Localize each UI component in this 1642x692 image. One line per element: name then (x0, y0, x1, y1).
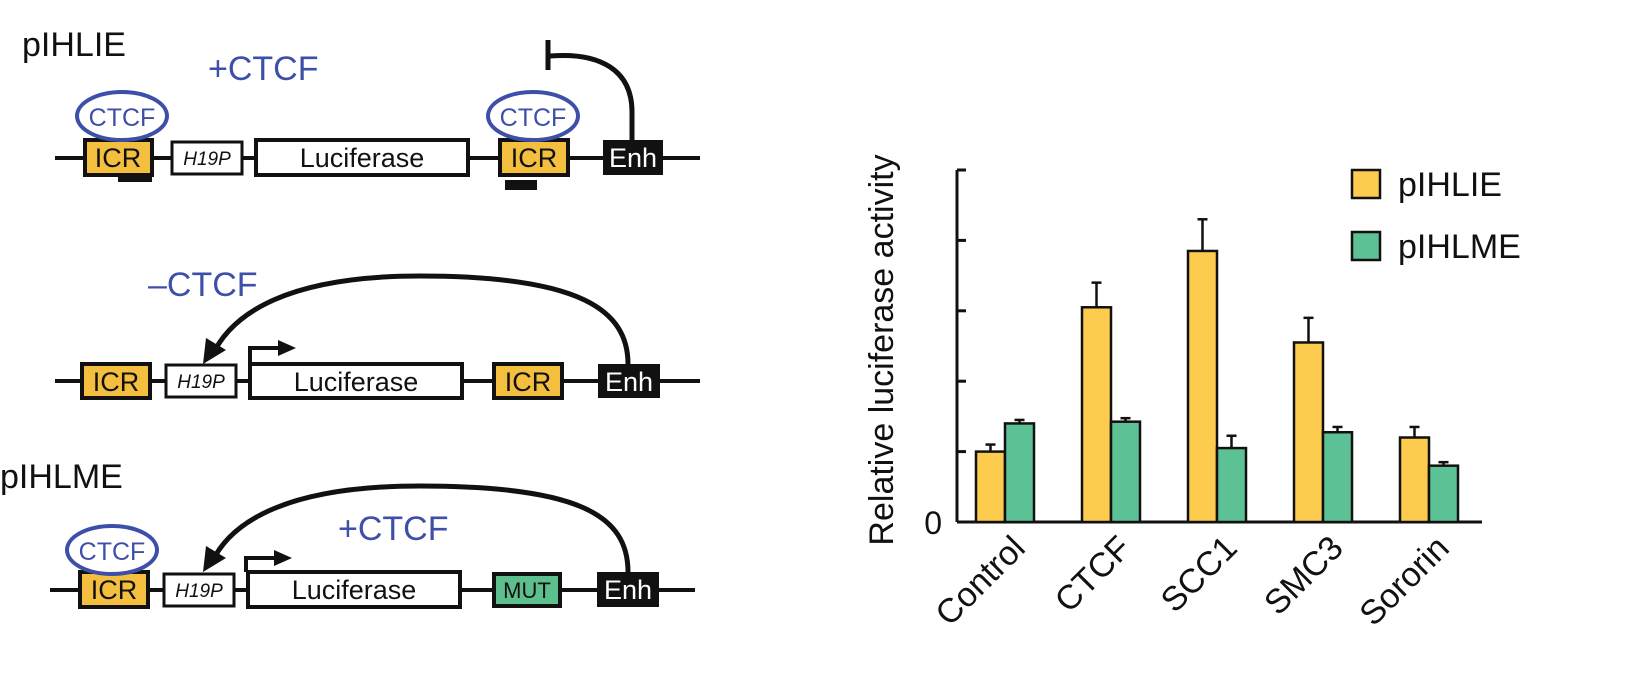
luciferase-label: Luciferase (294, 367, 419, 397)
legend-swatch-pihlie (1350, 168, 1382, 200)
bar-pihlie-sororin (1398, 436, 1431, 524)
tss-arrowhead (274, 550, 292, 566)
ctcf-state-label: +CTCF (208, 50, 319, 88)
x-tick-label-sororin: Sororin (1352, 529, 1456, 633)
icr-label: ICR (91, 575, 138, 605)
tss-arrow (244, 556, 276, 572)
ctcf-protein-label: CTCF (500, 104, 567, 132)
luciferase-box (246, 570, 462, 609)
ctcf-protein-label: CTCF (79, 538, 146, 566)
x-tick-label-smc3: SMC3 (1257, 529, 1351, 623)
bar-pihlie-ctcf (1080, 306, 1113, 524)
x-tick-label-ctcf: CTCF (1048, 529, 1139, 620)
bars (974, 218, 1460, 524)
enhancer-label: Enh (605, 367, 653, 397)
construct-name-pihlie: pIHLIE (22, 26, 126, 64)
bar-pihlme-control (1003, 422, 1036, 524)
ctcf-state-label: –CTCF (148, 266, 258, 304)
luciferase-label: Luciferase (300, 143, 425, 173)
enhancer-promoter-arc (209, 483, 631, 573)
bar-pihlme-scc1 (1215, 446, 1248, 524)
legend-label-pihlie: pIHLIE (1398, 166, 1502, 204)
luciferase-box (248, 362, 464, 400)
construct-pihlme: pIHLME +CTCF ICR CTCF H19P Luciferase MU… (0, 458, 695, 609)
arc-arrowhead (203, 546, 226, 572)
ctcf-protein-label: CTCF (89, 104, 156, 132)
luciferase-box (254, 138, 470, 177)
icr-box (492, 362, 564, 400)
bar-chart: Relative luciferase activity 0 Control CT… (863, 154, 1521, 633)
icr-label: ICR (511, 143, 558, 173)
enhancer-box (598, 364, 660, 398)
construct-pihlie: pIHLIE +CTCF ICR CTCF H19P Luciferase IC… (22, 26, 700, 190)
promoter-box (170, 140, 244, 176)
promoter-label: H19P (175, 581, 223, 602)
enhancer-label: Enh (609, 143, 657, 173)
y-ticks (957, 168, 966, 524)
arc-arrowhead (203, 338, 226, 364)
ctcf-site-mark (505, 180, 537, 190)
enhancer-promoter-arc (209, 273, 631, 365)
blocked-enhancer-arc (549, 52, 635, 140)
bar-pihlme-ctcf (1109, 420, 1142, 524)
icr-box (80, 362, 152, 400)
mut-label: MUT (503, 578, 551, 603)
ctcf-state-label: +CTCF (338, 510, 449, 548)
enhancer-box (603, 140, 663, 175)
ctcf-protein-ellipse (75, 90, 169, 142)
icr-box (83, 138, 154, 177)
promoter-box (162, 572, 236, 608)
legend: pIHLIE pIHLME (1350, 166, 1521, 266)
legend-swatch-pihlme (1350, 230, 1382, 262)
legend-label-pihlme: pIHLME (1398, 228, 1521, 266)
bar-pihlme-sororin (1427, 464, 1460, 524)
construct-diagram-panel: pIHLIE +CTCF ICR CTCF H19P Luciferase IC… (0, 26, 700, 609)
icr-label: ICR (95, 143, 142, 173)
luciferase-label: Luciferase (292, 575, 417, 605)
promoter-label: H19P (183, 149, 231, 170)
promoter-box (164, 363, 238, 399)
icr-box (78, 570, 150, 609)
x-tick-labels: Control CTCF SCC1 SMC3 Sororin (928, 529, 1456, 633)
enhancer-label: Enh (604, 575, 652, 605)
promoter-label: H19P (177, 372, 225, 393)
mut-box (492, 572, 562, 608)
bar-pihlie-scc1 (1186, 249, 1219, 524)
y-axis-label: Relative luciferase activity (863, 154, 901, 545)
icr-label: ICR (93, 367, 140, 397)
ctcf-protein-ellipse (65, 524, 159, 576)
construct-name-pihlme: pIHLME (0, 458, 123, 496)
tss-arrow (248, 346, 280, 364)
bar-pihlme-smc3 (1321, 430, 1354, 524)
ctcf-protein-ellipse (486, 90, 580, 142)
x-tick-label-scc1: SCC1 (1154, 529, 1245, 620)
enhancer-box (597, 572, 659, 607)
y-tick-label-zero: 0 (924, 505, 942, 541)
tss-arrowhead (278, 340, 296, 356)
icr-label: ICR (505, 367, 552, 397)
bar-pihlie-smc3 (1292, 341, 1325, 524)
x-tick-label-control: Control (928, 529, 1032, 633)
construct-no-ctcf: –CTCF ICR H19P Luciferase ICR Enh (55, 266, 700, 400)
bar-pihlie-control (974, 450, 1007, 524)
